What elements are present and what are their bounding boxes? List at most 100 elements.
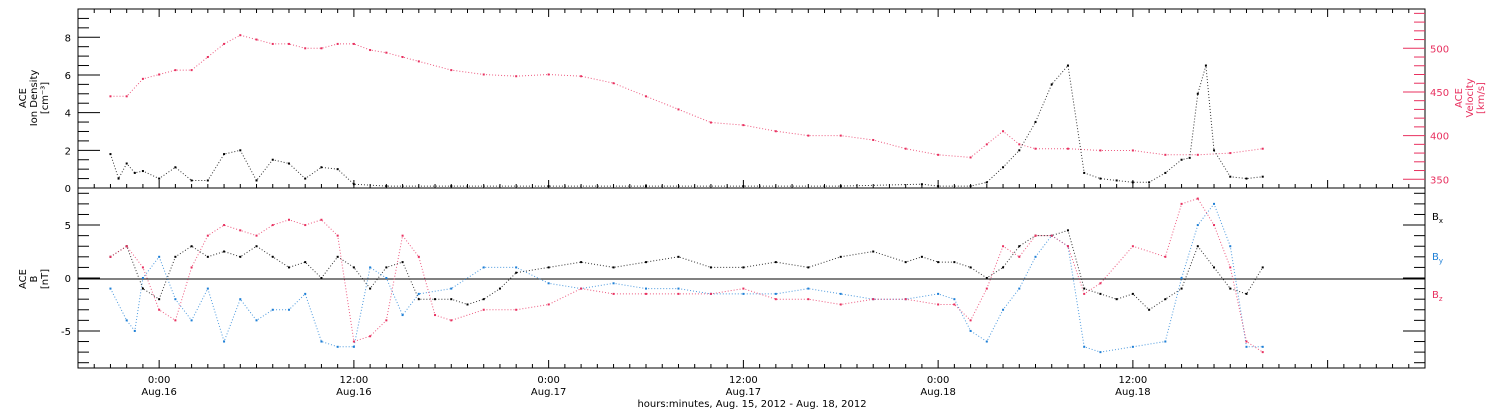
data-point (125, 245, 128, 248)
data-point (1164, 171, 1167, 174)
data-point (255, 38, 258, 41)
x-axis-title: hours:minutes, Aug. 15, 2012 - Aug. 18, … (637, 399, 866, 410)
data-point (969, 156, 972, 159)
data-point (1131, 181, 1134, 184)
data-point (352, 266, 355, 269)
data-point (352, 42, 355, 45)
y-tick-label: 6 (65, 71, 71, 82)
data-point (1083, 287, 1086, 290)
data-point (904, 261, 907, 264)
data-point (109, 153, 112, 156)
data-point (1261, 345, 1264, 348)
data-point (482, 298, 485, 301)
data-point (401, 261, 404, 264)
data-point (774, 261, 777, 264)
data-point (1245, 177, 1248, 180)
data-point (547, 282, 550, 285)
data-point (320, 340, 323, 343)
data-point (369, 49, 372, 52)
data-point (709, 266, 712, 269)
x-tick-time: 12:00 (339, 375, 368, 386)
data-point (417, 298, 420, 301)
data-point (1066, 245, 1069, 248)
legend-bx: Bx (1432, 212, 1443, 225)
top-right-axis-label: ACE Velocity [km/s] (1454, 78, 1487, 117)
data-point (174, 319, 177, 322)
data-point (985, 181, 988, 184)
data-point (985, 340, 988, 343)
data-point (206, 56, 209, 59)
data-point (1196, 197, 1199, 200)
data-point (937, 185, 940, 188)
series-By (109, 202, 1264, 354)
x-tick-date: Aug.16 (336, 387, 371, 398)
bottom-left-axis: -5 0 5 (61, 192, 1425, 364)
data-point (807, 287, 810, 290)
data-point (385, 51, 388, 54)
series-trace (110, 198, 1263, 353)
x-axis: 0:00Aug.1612:00Aug.160:00Aug.1712:00Aug.… (77, 9, 1426, 398)
data-point (117, 177, 120, 180)
y-right-tick-label: 350 (1430, 175, 1449, 186)
data-point (369, 266, 372, 269)
data-point (223, 42, 226, 45)
top-right-label-line-2: Velocity (1465, 78, 1476, 117)
data-point (645, 261, 648, 264)
y-right-tick-label: 500 (1430, 44, 1449, 55)
data-point (223, 224, 226, 227)
data-point (645, 95, 648, 98)
data-point (1164, 340, 1167, 343)
top-left-axis: 0 2 4 6 8 (65, 17, 100, 195)
data-point (1050, 83, 1053, 86)
x-tick-time: 12:00 (1118, 375, 1147, 386)
data-point (1115, 298, 1118, 301)
legend-by: By (1432, 252, 1443, 265)
y-right-tick-label: 450 (1430, 88, 1449, 99)
data-point (1261, 175, 1264, 178)
data-point (109, 95, 112, 98)
data-point (239, 229, 242, 232)
bottom-panel-points (109, 197, 1264, 354)
series-trace (110, 202, 1263, 353)
data-point (174, 166, 177, 169)
data-point (612, 82, 615, 85)
data-point (304, 292, 307, 295)
data-point (109, 287, 112, 290)
data-point (839, 185, 842, 188)
data-point (125, 95, 128, 98)
data-point (645, 292, 648, 295)
data-point (547, 185, 550, 188)
data-point (401, 234, 404, 237)
data-point (709, 292, 712, 295)
data-point (742, 124, 745, 127)
data-point (1034, 121, 1037, 124)
data-point (515, 271, 518, 274)
data-point (807, 266, 810, 269)
data-point (450, 319, 453, 322)
data-point (336, 345, 339, 348)
x-tick-time: 12:00 (729, 375, 758, 386)
data-point (239, 255, 242, 258)
x-tick-time: 0:00 (148, 375, 170, 386)
y-tick-label: -5 (61, 327, 71, 338)
y-tick-label: 0 (65, 184, 71, 195)
data-point (1180, 287, 1183, 290)
data-point (1229, 287, 1232, 290)
data-point (1034, 234, 1037, 237)
data-point (417, 255, 420, 258)
data-point (1066, 147, 1069, 150)
data-point (742, 185, 745, 188)
data-point (352, 340, 355, 343)
data-point (320, 47, 323, 50)
series-Bz (109, 197, 1264, 354)
data-point (1261, 351, 1264, 354)
series-#000000 (109, 64, 1264, 188)
data-point (369, 335, 372, 338)
data-point (482, 266, 485, 269)
data-point (1099, 149, 1102, 152)
data-point (677, 292, 680, 295)
data-point (287, 162, 290, 165)
legend: Bx By Bz (1432, 212, 1443, 303)
data-point (1245, 340, 1248, 343)
data-point (190, 245, 193, 248)
